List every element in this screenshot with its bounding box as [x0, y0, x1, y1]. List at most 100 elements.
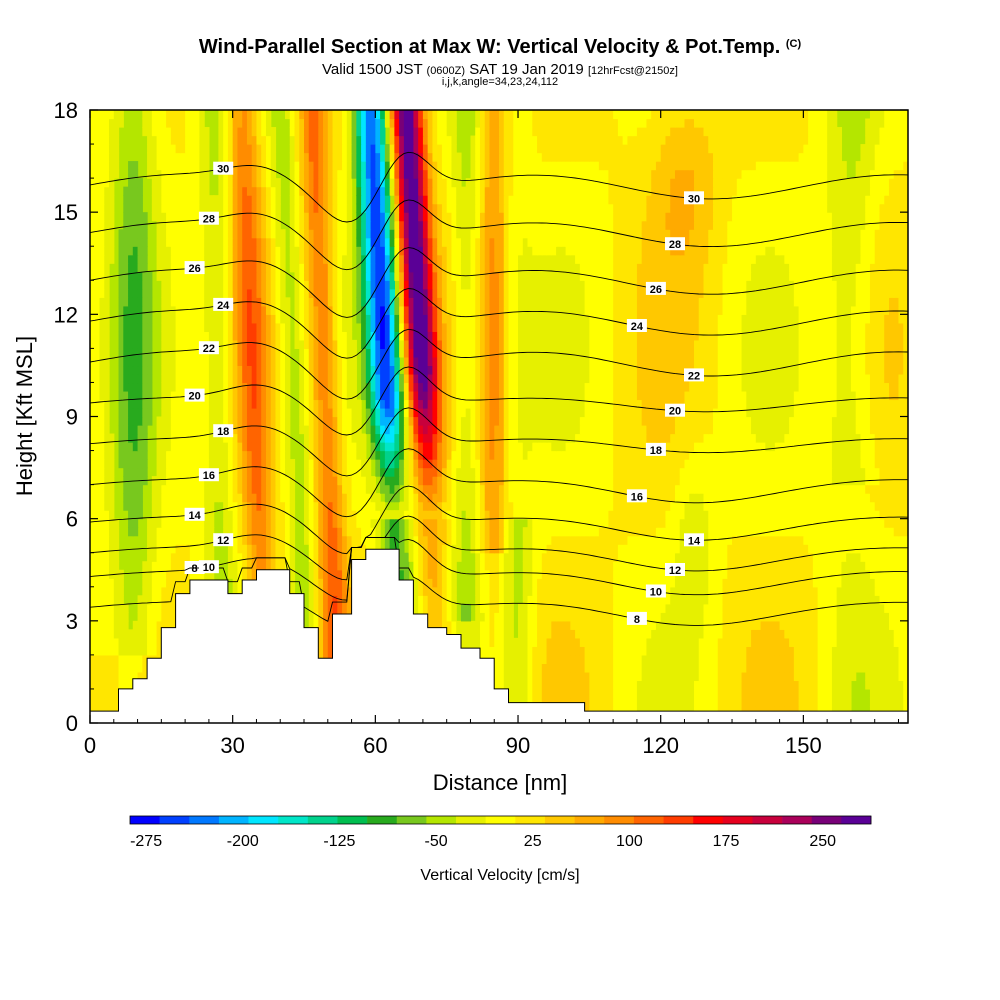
- field-cell: [879, 510, 885, 520]
- field-cell: [736, 561, 743, 571]
- field-cell: [898, 629, 904, 639]
- field-cell: [427, 552, 434, 562]
- field-cell: [484, 595, 491, 605]
- field-cell: [836, 527, 843, 537]
- field-cell: [113, 620, 120, 630]
- field-cell: [660, 578, 667, 588]
- field-cell: [855, 603, 862, 613]
- field-cell: [570, 552, 576, 562]
- field-cell: [313, 544, 319, 554]
- field-cell: [109, 663, 115, 673]
- field-cell: [147, 586, 153, 596]
- field-cell: [156, 603, 162, 613]
- field-cell: [855, 654, 862, 664]
- field-cell: [608, 569, 614, 579]
- field-cell: [256, 459, 262, 469]
- field-cell: [99, 620, 105, 630]
- field-cell: [132, 467, 139, 477]
- field-cell: [479, 552, 486, 562]
- field-cell: [722, 646, 728, 656]
- field-cell: [499, 680, 505, 690]
- field-cell: [527, 688, 533, 699]
- field-cell: [684, 561, 690, 571]
- field-cell: [313, 484, 319, 494]
- field-cell: [351, 467, 357, 477]
- field-cell: [689, 493, 695, 503]
- field-cell: [575, 671, 581, 682]
- field-cell: [142, 671, 148, 682]
- field-cell: [613, 646, 619, 656]
- field-cell: [717, 688, 724, 699]
- field-cell: [779, 544, 785, 554]
- field-cell: [836, 654, 843, 664]
- field-cell: [332, 493, 338, 503]
- field-cell: [570, 459, 576, 469]
- field-cell: [808, 552, 814, 562]
- field-cell: [641, 629, 648, 639]
- field-cell: [708, 561, 714, 571]
- field-cell: [741, 629, 747, 639]
- field-cell: [655, 484, 662, 494]
- field-cell: [713, 493, 719, 503]
- field-cell: [865, 680, 871, 690]
- field-cell: [703, 603, 709, 613]
- field-cell: [879, 629, 885, 639]
- field-cell: [789, 629, 795, 639]
- field-cell: [556, 680, 562, 690]
- field-cell: [755, 680, 762, 690]
- field-cell: [280, 510, 286, 520]
- field-cell: [337, 544, 343, 554]
- field-cell: [808, 620, 814, 630]
- field-cell: [736, 637, 743, 647]
- field-cell: [594, 501, 600, 511]
- field-cell: [751, 620, 757, 630]
- field-cell: [789, 697, 795, 707]
- field-cell: [746, 501, 752, 511]
- field-cell: [646, 705, 652, 716]
- field-cell: [318, 459, 324, 469]
- field-cell: [123, 450, 129, 460]
- field-cell: [556, 484, 562, 494]
- field-cell: [846, 527, 852, 537]
- field-cell: [689, 705, 695, 716]
- field-cell: [408, 552, 414, 562]
- field-cell: [655, 688, 662, 699]
- field-cell: [441, 501, 448, 511]
- field-cell: [541, 603, 548, 613]
- field-cell: [475, 476, 481, 486]
- field-cell: [689, 603, 695, 613]
- field-cell: [532, 518, 538, 528]
- field-cell: [508, 603, 514, 613]
- field-cell: [884, 527, 890, 537]
- field-cell: [594, 637, 600, 647]
- field-cell: [532, 493, 538, 503]
- field-cell: [632, 459, 638, 469]
- field-cell: [893, 527, 900, 537]
- field-cell: [898, 637, 904, 647]
- field-cell: [850, 671, 857, 682]
- field-cell: [779, 603, 785, 613]
- field-cell: [494, 476, 500, 486]
- field-cell: [204, 510, 210, 520]
- field-cell: [422, 459, 429, 469]
- field-cell: [94, 510, 101, 520]
- field-cell: [227, 569, 234, 579]
- field-cell: [151, 518, 158, 528]
- field-cell: [479, 518, 486, 528]
- field-cell: [304, 493, 310, 503]
- field-cell: [327, 527, 334, 537]
- field-cell: [399, 544, 405, 554]
- field-cell: [665, 620, 671, 630]
- field-cell: [822, 620, 828, 630]
- field-cell: [727, 620, 733, 630]
- field-cell: [246, 544, 253, 554]
- field-cell: [751, 688, 757, 699]
- field-cell: [499, 535, 505, 545]
- field-cell: [651, 476, 657, 486]
- field-cell: [532, 654, 538, 664]
- field-cell: [803, 493, 809, 503]
- field-cell: [831, 620, 838, 630]
- field-cell: [893, 578, 900, 588]
- field-cell: [513, 467, 519, 477]
- field-cell: [765, 578, 771, 588]
